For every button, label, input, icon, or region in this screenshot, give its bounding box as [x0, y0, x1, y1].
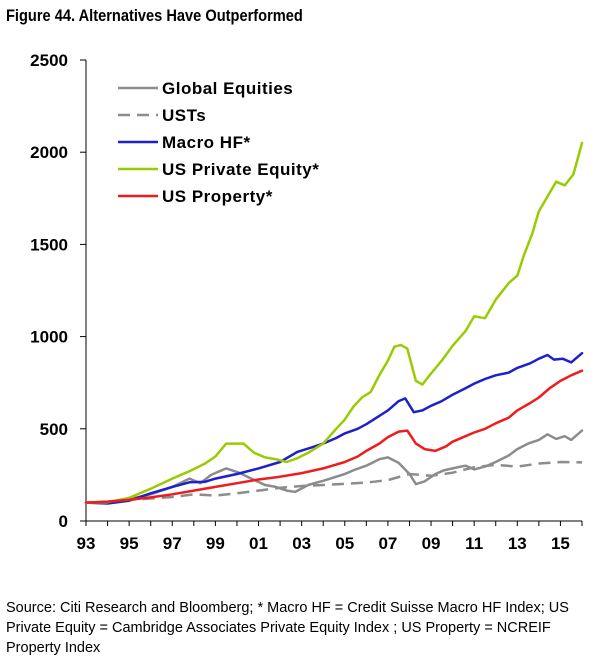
x-tick-label: 11 [465, 534, 483, 553]
x-tick-label: 01 [249, 534, 268, 553]
y-tick-label: 500 [40, 420, 68, 439]
x-tick-label: 15 [551, 534, 570, 553]
x-tick-label: 99 [206, 534, 225, 553]
series-line-global-equities [84, 429, 584, 504]
x-tick-label: 95 [120, 534, 139, 553]
x-tick-label: 97 [163, 534, 182, 553]
x-tick-label: 05 [335, 534, 354, 553]
source-note: Source: Citi Research and Bloomberg; * M… [6, 600, 569, 656]
x-tick-label: 13 [508, 534, 527, 553]
figure-title: Figure 44. Alternatives Have Outperforme… [6, 6, 303, 25]
series-line-usts [86, 460, 583, 504]
chart-legend: Global Equities USTs Macro HF* US Private E… [118, 79, 319, 206]
x-tick-label: 93 [77, 534, 96, 553]
chart-lines [84, 141, 584, 505]
x-tick-label: 03 [292, 534, 311, 553]
y-tick-label: 2000 [30, 143, 68, 162]
legend-label: USTs [162, 106, 206, 125]
x-tick-label: 09 [422, 534, 441, 553]
chart-axes: 0 500 1000 1500 2000 2500 93 95 97 99 01 03 05 07 09 11… [30, 51, 583, 553]
x-tick-label: 07 [378, 534, 397, 553]
legend-label: US Property* [162, 187, 273, 206]
y-tick-label: 0 [59, 512, 68, 531]
series-line-us-property [84, 369, 584, 504]
y-tick-label: 2500 [30, 51, 68, 70]
series-line-us-private-equity [84, 141, 584, 504]
legend-label: US Private Equity* [162, 160, 319, 179]
y-tick-label: 1000 [30, 328, 68, 347]
legend-label: Global Equities [162, 79, 293, 98]
line-chart: 0 500 1000 1500 2000 2500 93 95 97 99 01 03 05 07 09 11… [30, 51, 584, 553]
legend-label: Macro HF* [162, 133, 251, 152]
series-line-macro-hf [84, 351, 584, 505]
y-tick-label: 1500 [30, 235, 68, 254]
